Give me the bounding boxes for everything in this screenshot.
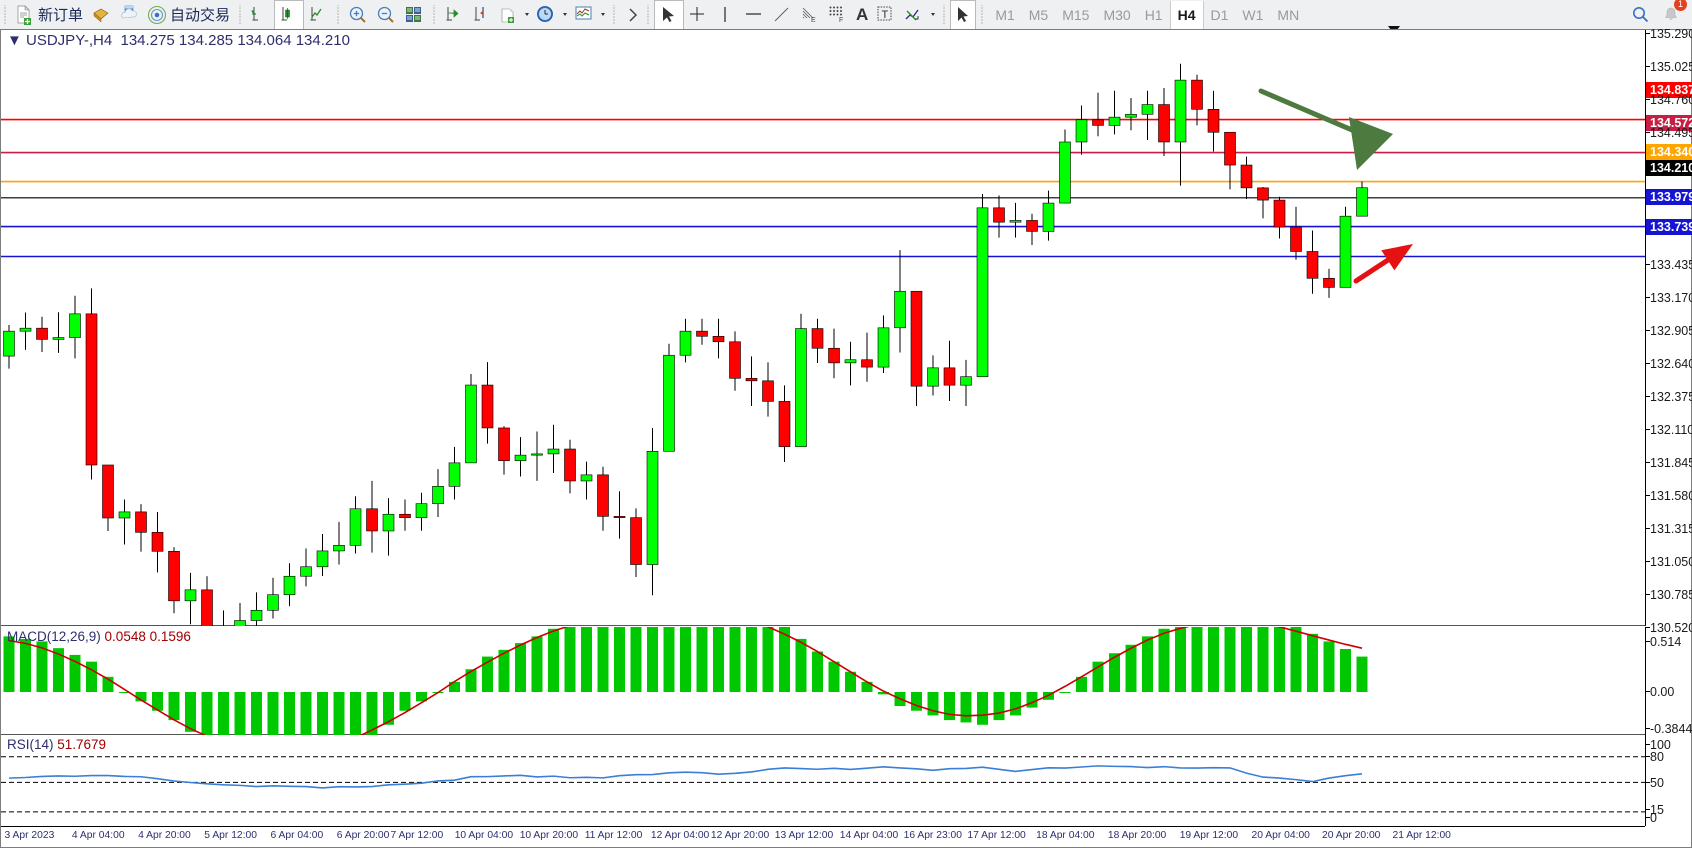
- svg-text:E: E: [811, 17, 816, 24]
- svg-text:F: F: [839, 17, 843, 24]
- svg-text:T: T: [882, 9, 889, 21]
